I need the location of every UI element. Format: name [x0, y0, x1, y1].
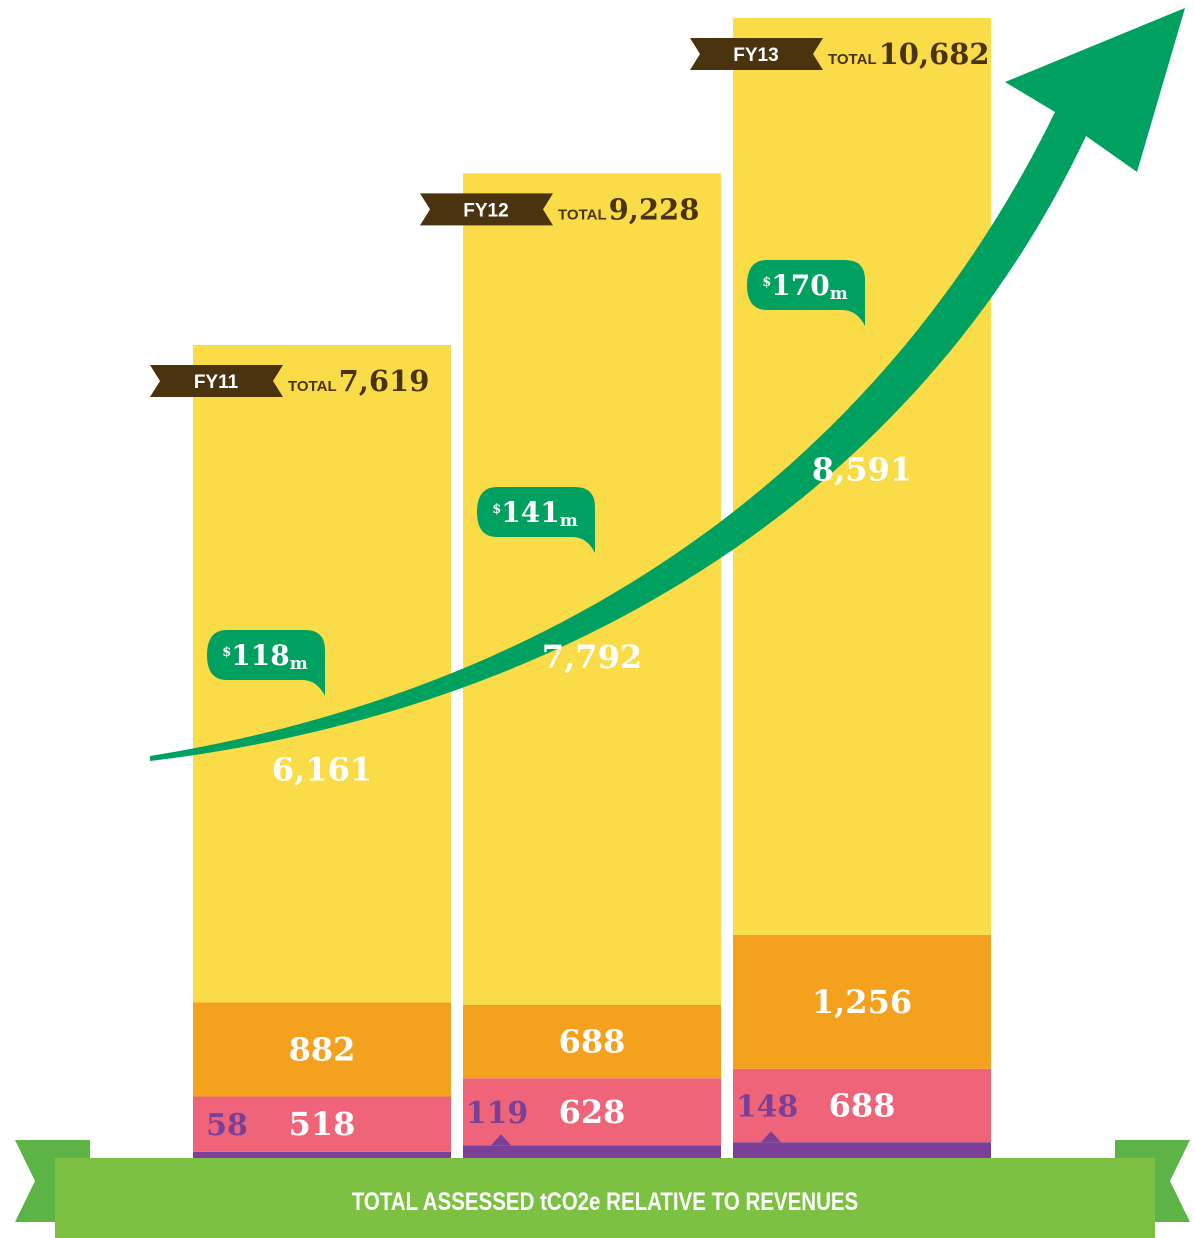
bar-segment [733, 18, 991, 935]
chart-title: TOTAL ASSESSED tCO2e RELATIVE TO REVENUE… [352, 1187, 858, 1215]
revenue-value: 170 [771, 269, 829, 302]
segment-label: 688 [829, 1086, 896, 1124]
category-ribbon [690, 38, 823, 70]
revenue-value: 141 [501, 496, 559, 529]
total-word: TOTAL [558, 206, 607, 223]
revenue-unit: m [290, 654, 308, 674]
segment-label: 688 [559, 1023, 626, 1061]
segment-label: 6,161 [272, 751, 372, 789]
revenue-bubble [207, 630, 325, 696]
revenue-label: $118m [222, 639, 308, 674]
category-label: FY12 [463, 200, 508, 221]
bar-segment [733, 934, 991, 1069]
segment-label: 882 [289, 1030, 356, 1068]
bar-segment [463, 1078, 721, 1146]
category-label: FY13 [733, 45, 778, 66]
bars [193, 18, 991, 1158]
bar-segment [463, 1004, 721, 1079]
segment-label: 58 [206, 1108, 248, 1143]
segment-label: 1,256 [812, 983, 912, 1021]
total-word: TOTAL [828, 51, 877, 68]
bar-segment [193, 1096, 451, 1152]
revenue-label: $170m [762, 269, 848, 304]
total-label: TOTAL9,228 [558, 192, 699, 226]
bar-segment [463, 1145, 721, 1158]
banner-band [55, 1158, 1155, 1238]
segment-label: 518 [289, 1105, 356, 1143]
segment-label: 119 [466, 1096, 529, 1131]
total-value: 10,682 [879, 37, 990, 71]
revenue-label: $141m [492, 496, 578, 531]
total-label: TOTAL7,619 [288, 364, 429, 398]
bar-segment [463, 173, 721, 1005]
segment-label: 628 [559, 1093, 626, 1131]
bar-segment [733, 1068, 991, 1143]
revenue-unit: m [560, 511, 578, 531]
bar-segment [733, 1142, 991, 1158]
bar-segment [193, 1002, 451, 1097]
total-value: 7,619 [339, 364, 430, 398]
pointer [491, 1134, 511, 1146]
total-word: TOTAL [288, 378, 337, 395]
banner: TOTAL ASSESSED tCO2e RELATIVE TO REVENUE… [15, 1140, 1190, 1238]
category-label: FY11 [194, 372, 239, 393]
segment-label: 148 [736, 1089, 799, 1124]
revenue-currency: $ [492, 502, 501, 517]
total-label: TOTAL10,682 [828, 37, 990, 71]
revenue-unit: m [830, 284, 848, 304]
pointer [761, 1131, 781, 1143]
category-ribbon [150, 364, 283, 397]
category-ribbon [420, 193, 553, 226]
total-value: 9,228 [609, 192, 700, 226]
segment-label: 8,591 [812, 450, 912, 488]
revenue-bubble [747, 260, 865, 326]
revenue-value: 118 [231, 639, 289, 672]
growth-arrow [150, 8, 1185, 761]
bar-segment [193, 1151, 451, 1158]
segment-label: 7,792 [542, 638, 642, 676]
revenue-currency: $ [222, 645, 231, 660]
revenue-bubble [477, 487, 595, 553]
revenue-currency: $ [762, 275, 771, 290]
